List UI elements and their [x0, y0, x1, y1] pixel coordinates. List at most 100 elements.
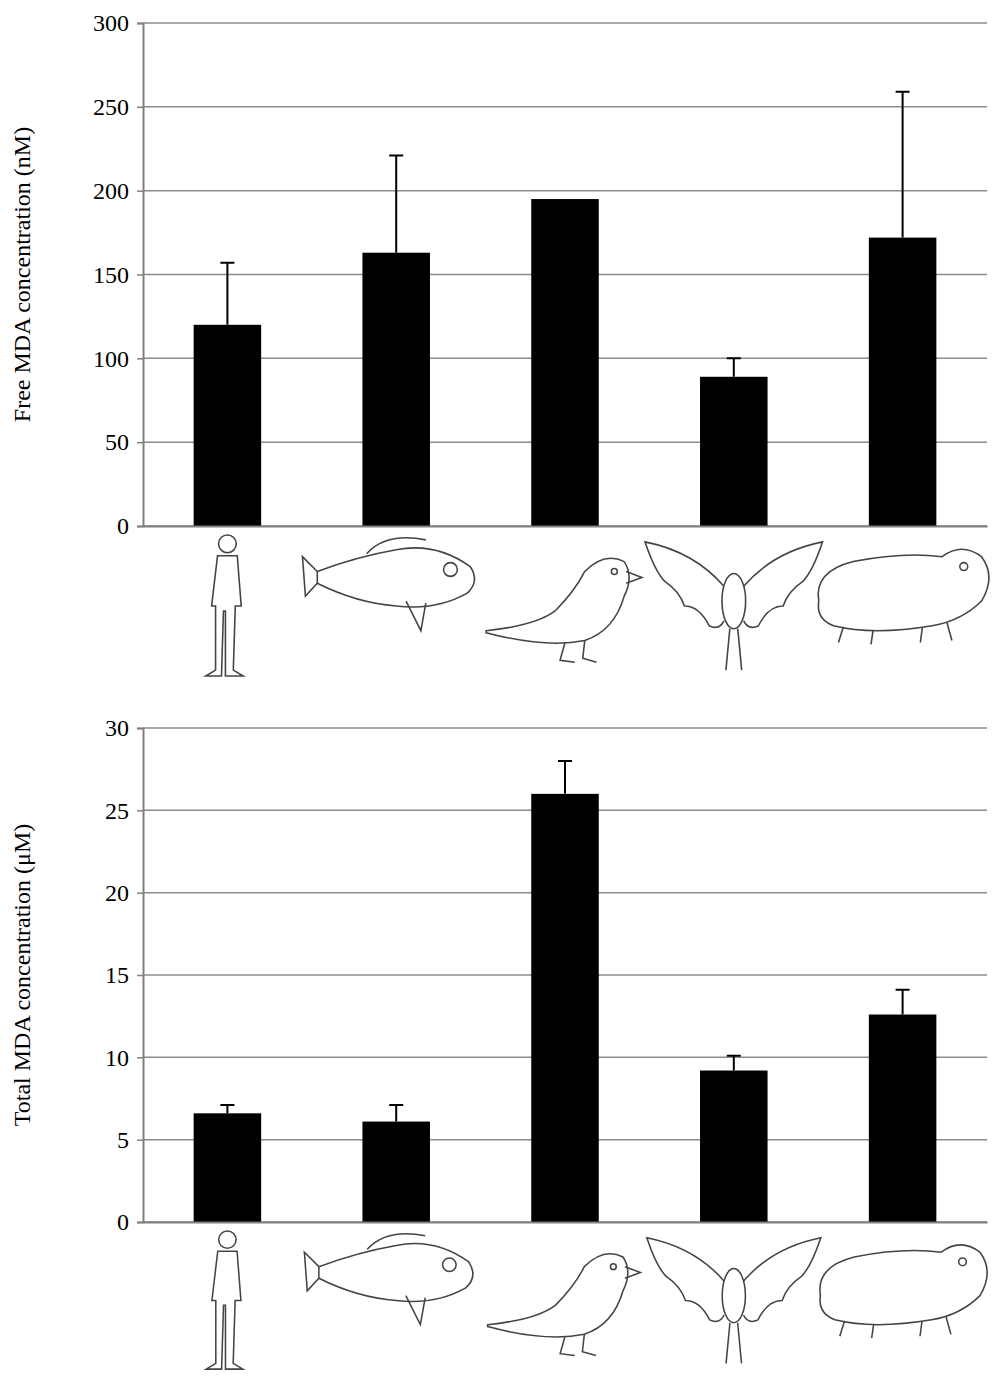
bar: [194, 1113, 262, 1222]
y-tick: 25: [105, 798, 143, 824]
y-tick-mark: [137, 526, 143, 528]
y-tick-label: 300: [93, 10, 129, 36]
bar: [700, 1071, 768, 1222]
y-tick-mark: [137, 728, 143, 730]
error-bar: [220, 1105, 234, 1113]
marks: [194, 92, 937, 526]
x-axis-line: [144, 526, 988, 528]
icon-part: [959, 1258, 967, 1266]
icon-part: [840, 1317, 951, 1338]
grid-line: [143, 22, 987, 24]
y-tick: 50: [105, 429, 143, 455]
y-tick-label: 200: [93, 178, 129, 204]
bar: [362, 253, 430, 526]
y-tick: 15: [105, 962, 143, 988]
y-tick: 0: [117, 513, 143, 539]
y-tick: 150: [93, 262, 143, 288]
y-tick: 10: [105, 1045, 143, 1071]
y-axis: 0 5 10 15 20 25 30: [105, 715, 144, 1235]
y-tick-label: 150: [93, 262, 129, 288]
y-tick: 300: [93, 10, 143, 36]
icon-part: [304, 1252, 319, 1291]
y-tick: 5: [117, 1127, 143, 1153]
category-icon: [206, 535, 243, 676]
icon-part: [743, 1238, 820, 1322]
y-tick-mark: [137, 23, 143, 25]
y-tick-mark: [137, 358, 143, 360]
icon-part: [302, 557, 317, 596]
y-tick: 20: [105, 880, 143, 906]
icon-part: [625, 1267, 640, 1279]
icon-part: [560, 641, 597, 663]
error-bar: [727, 1056, 741, 1071]
icon-part: [818, 549, 989, 630]
y-tick-label: 100: [93, 346, 129, 372]
y-tick-label: 25: [105, 798, 129, 824]
y-tick-mark: [137, 1057, 143, 1059]
icon-part: [443, 1258, 457, 1272]
icon-part: [367, 1234, 425, 1250]
category-icon: [820, 1245, 987, 1338]
category-icon: [645, 542, 823, 670]
category-icon: [488, 1254, 641, 1356]
y-axis-title: Free MDA concentration (nM): [9, 127, 35, 422]
category-icons: [206, 1231, 987, 1369]
icon-part: [722, 1269, 745, 1323]
icon-part: [838, 623, 951, 645]
y-tick: 30: [105, 715, 143, 741]
category-icon: [647, 1238, 821, 1364]
category-icon: [304, 1234, 473, 1325]
y-tick-mark: [137, 810, 143, 812]
icon-part: [726, 1323, 741, 1364]
grid: [143, 23, 987, 526]
icon-part: [206, 1251, 243, 1369]
error-bar: [896, 990, 910, 1015]
category-icons: [206, 535, 989, 676]
icon-part: [206, 556, 243, 676]
category-icon: [486, 558, 642, 662]
icon-part: [444, 563, 458, 577]
bar: [362, 1122, 430, 1222]
y-tick-mark: [137, 1139, 143, 1141]
y-tick: 200: [93, 178, 143, 204]
y-tick-label: 50: [105, 429, 129, 455]
y-tick-mark: [137, 274, 143, 276]
icon-part: [219, 535, 237, 553]
category-icon: [302, 538, 474, 631]
y-tick: 250: [93, 94, 143, 120]
x-axis: [144, 1222, 988, 1224]
bar: [700, 377, 768, 526]
y-tick-mark: [137, 1222, 143, 1224]
x-axis-line: [144, 1222, 988, 1224]
y-tick-mark: [137, 107, 143, 109]
y-tick-label: 250: [93, 94, 129, 120]
icon-part: [219, 1231, 236, 1248]
error-bar: [558, 761, 572, 794]
error-bar: [220, 263, 234, 325]
bar: [869, 238, 937, 526]
bar: [531, 199, 599, 526]
bar: [531, 794, 599, 1222]
y-tick-label: 0: [117, 1209, 129, 1235]
y-tick: 100: [93, 346, 143, 372]
y-axis-line: [137, 24, 144, 527]
error-bar: [389, 155, 403, 252]
y-tick-label: 10: [105, 1045, 129, 1071]
icon-part: [406, 1296, 425, 1325]
marks: [194, 761, 937, 1222]
icon-part: [726, 629, 742, 670]
icon-part: [611, 569, 617, 575]
y-tick-mark: [137, 975, 143, 977]
y-tick-mark: [137, 442, 143, 444]
icon-part: [486, 558, 629, 643]
icon-part: [610, 1264, 616, 1270]
icon-part: [488, 1254, 628, 1337]
y-tick-mark: [137, 190, 143, 192]
icon-part: [744, 542, 823, 628]
y-tick-label: 30: [105, 715, 129, 741]
y-tick: 0: [117, 1209, 143, 1235]
icon-part: [820, 1245, 987, 1325]
icon-part: [406, 601, 426, 631]
y-tick-mark: [137, 892, 143, 894]
grid-line: [143, 727, 987, 729]
